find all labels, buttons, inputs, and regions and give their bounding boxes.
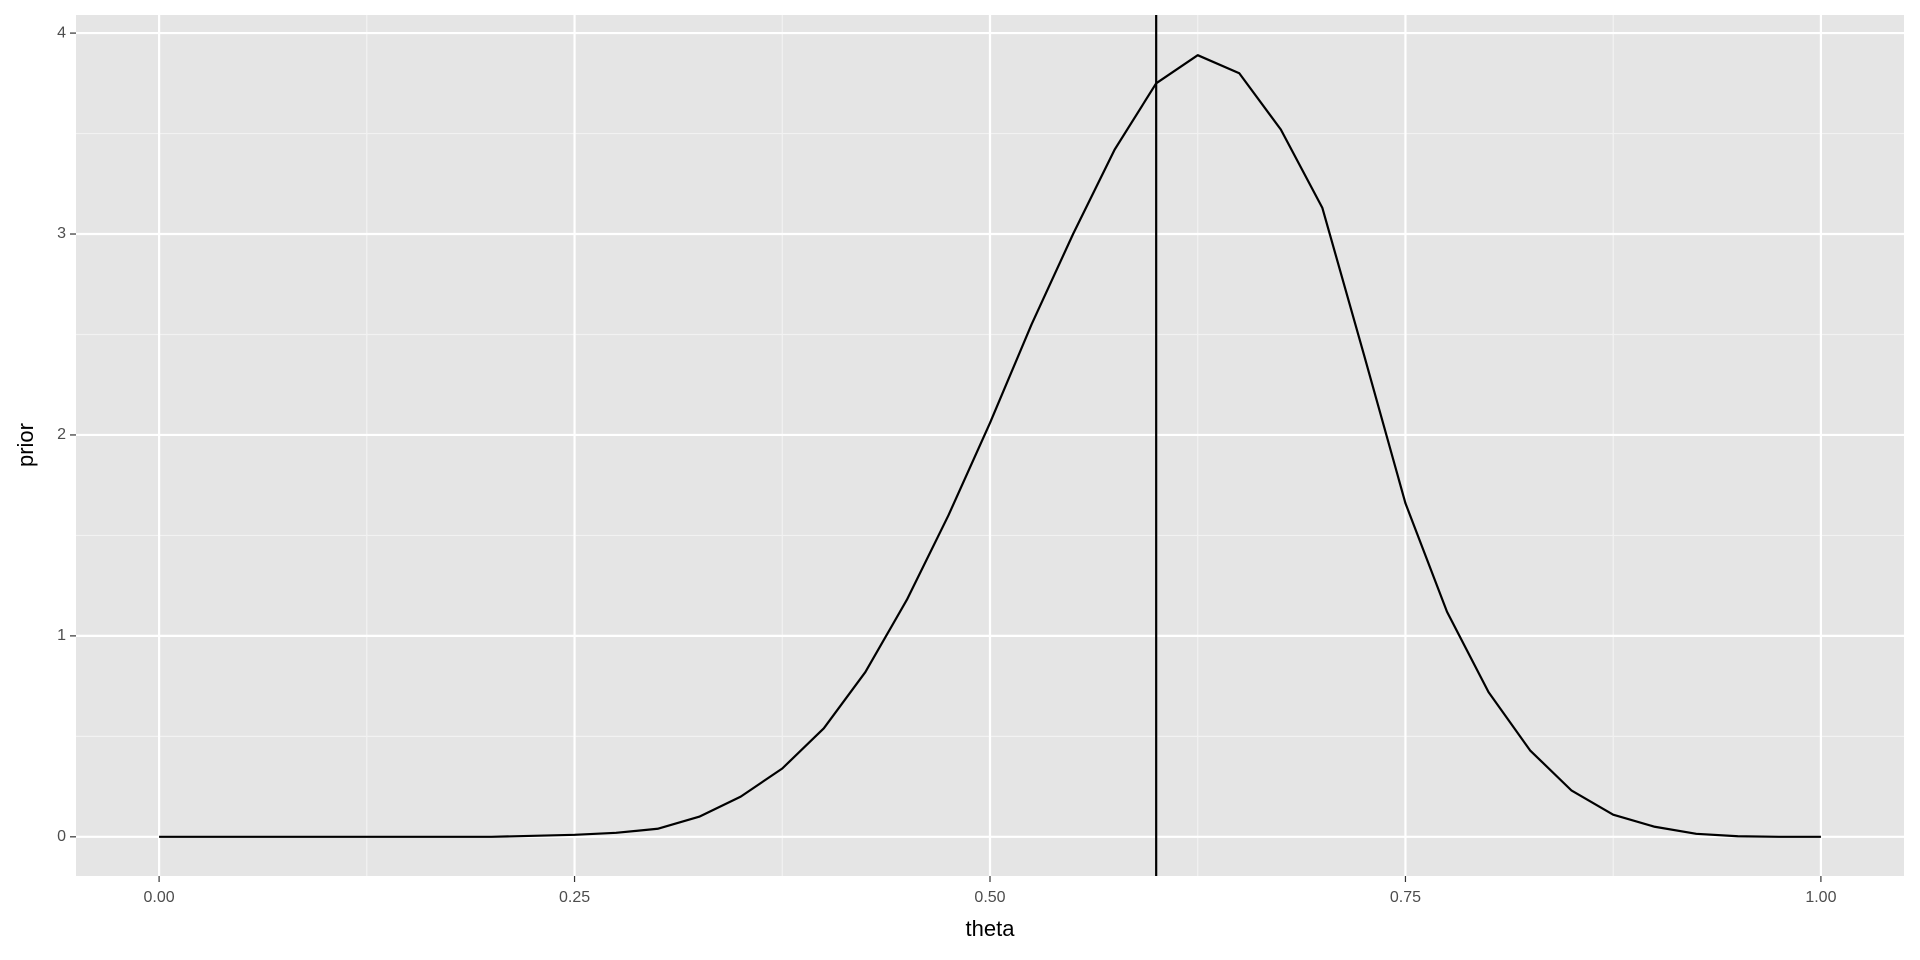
y-tick-label: 3 xyxy=(57,225,66,242)
x-tick-label: 0.50 xyxy=(974,889,1005,906)
y-axis-title: prior xyxy=(13,423,38,467)
y-tick-label: 0 xyxy=(57,828,66,845)
y-tick-label: 1 xyxy=(57,627,66,644)
y-tick-label: 2 xyxy=(57,426,66,443)
y-tick-label: 4 xyxy=(57,24,66,41)
x-tick-label: 0.00 xyxy=(144,889,175,906)
density-line xyxy=(159,54,1821,838)
x-tick-label: 0.25 xyxy=(559,889,590,906)
x-axis-title: theta xyxy=(966,916,1016,941)
x-tick-label: 0.75 xyxy=(1390,889,1421,906)
x-tick-label: 1.00 xyxy=(1805,889,1836,906)
